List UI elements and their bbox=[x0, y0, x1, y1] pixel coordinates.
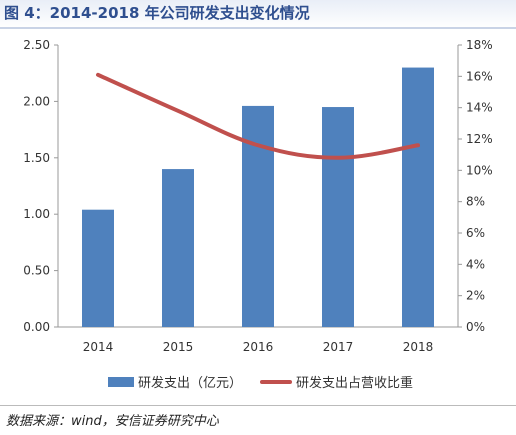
legend-line-label: 研发支出占营收比重 bbox=[296, 375, 413, 391]
title-bar bbox=[0, 0, 516, 28]
right-tick-label: 2% bbox=[466, 289, 485, 303]
title-divider bbox=[0, 27, 516, 29]
x-tick-label: 2017 bbox=[323, 340, 354, 354]
right-tick-label: 8% bbox=[466, 195, 485, 209]
right-tick-label: 0% bbox=[466, 320, 485, 334]
right-tick-label: 16% bbox=[466, 69, 493, 83]
right-tick-label: 10% bbox=[466, 163, 493, 177]
bar-2014 bbox=[82, 209, 114, 327]
right-tick-label: 12% bbox=[466, 132, 493, 146]
bar-2015 bbox=[162, 169, 194, 327]
right-tick-label: 18% bbox=[466, 38, 493, 52]
figure-title: 图 4：2014-2018 年公司研发支出变化情况 bbox=[4, 4, 310, 22]
left-tick-label: 2.50 bbox=[23, 38, 50, 52]
right-tick-label: 4% bbox=[466, 257, 485, 271]
source-note: 数据来源：wind，安信证券研究中心 bbox=[6, 414, 219, 429]
left-tick-label: 0.50 bbox=[23, 264, 50, 278]
legend-bar-label: 研发支出（亿元） bbox=[138, 375, 242, 391]
x-tick-label: 2018 bbox=[403, 340, 434, 354]
x-tick-label: 2014 bbox=[83, 340, 114, 354]
chart: 0.00 0.50 1.00 1.50 2.00 2.50 0% 2% 4% 6% 8% 10% 12%… bbox=[23, 38, 493, 391]
bar-2017 bbox=[322, 107, 354, 327]
left-tick-label: 1.00 bbox=[23, 207, 50, 221]
right-tick-label: 6% bbox=[466, 226, 485, 240]
bar-2018 bbox=[402, 67, 434, 327]
x-tick-label: 2015 bbox=[163, 340, 194, 354]
right-tick-label: 14% bbox=[466, 101, 493, 115]
bar-2016 bbox=[242, 105, 274, 327]
left-tick-label: 1.50 bbox=[23, 151, 50, 165]
source-divider bbox=[0, 405, 516, 406]
left-tick-label: 2.00 bbox=[23, 94, 50, 108]
left-tick-label: 0.00 bbox=[23, 320, 50, 334]
x-tick-label: 2016 bbox=[243, 340, 274, 354]
legend-bar-swatch bbox=[108, 377, 134, 387]
